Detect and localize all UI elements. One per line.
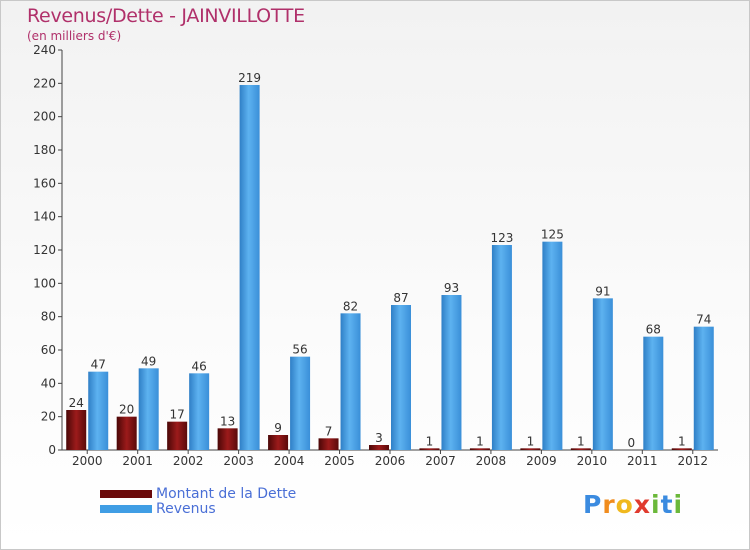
data-label-revenus: 123 xyxy=(490,231,513,245)
bar-revenus xyxy=(441,295,462,450)
data-label-dette: 7 xyxy=(325,424,333,438)
x-tick-label: 2004 xyxy=(274,454,305,468)
data-label-revenus: 87 xyxy=(393,291,408,305)
bar-revenus xyxy=(542,241,563,450)
data-label-dette: 9 xyxy=(274,421,282,435)
data-label-dette: 1 xyxy=(678,434,686,448)
y-tick-label: 80 xyxy=(41,310,56,324)
bar-revenus xyxy=(491,245,512,450)
y-tick-label: 140 xyxy=(33,210,56,224)
y-tick-label: 240 xyxy=(33,43,56,57)
y-tick-label: 20 xyxy=(41,410,56,424)
x-tick-label: 2006 xyxy=(375,454,406,468)
y-tick-label: 220 xyxy=(33,76,56,90)
y-tick-label: 200 xyxy=(33,110,56,124)
bar-revenus xyxy=(189,373,210,450)
logo-letter: r xyxy=(602,490,616,519)
data-label-dette: 0 xyxy=(627,436,635,450)
chart-title: Revenus/Dette - JAINVILLOTTE xyxy=(27,5,305,27)
x-tick-label: 2012 xyxy=(677,454,708,468)
chart-subtitle: (en milliers d'€) xyxy=(27,29,122,43)
y-tick-label: 100 xyxy=(33,276,56,290)
y-tick-label: 40 xyxy=(41,376,56,390)
bar-revenus xyxy=(693,326,714,450)
x-tick-label: 2011 xyxy=(627,454,658,468)
data-label-dette: 24 xyxy=(69,396,84,410)
bar-dette xyxy=(419,448,440,450)
chart-legend: Montant de la Dette Revenus xyxy=(100,485,297,517)
chart-labels: 24 47 20 49 17 46 13 219 9 56 7 82 3 87 1 93 1 123 1 125 1 91… xyxy=(69,71,712,450)
data-label-revenus: 68 xyxy=(646,323,661,337)
bar-dette xyxy=(268,435,289,450)
legend-swatch-debt xyxy=(100,489,152,498)
bar-dette xyxy=(318,438,339,450)
logo-letter: i xyxy=(651,490,661,519)
data-label-dette: 1 xyxy=(426,434,434,448)
data-label-dette: 17 xyxy=(170,408,185,422)
x-tick-label: 2009 xyxy=(526,454,557,468)
legend-label-revenus: Revenus xyxy=(156,500,216,517)
data-label-dette: 1 xyxy=(577,434,585,448)
logo-letter: o xyxy=(615,490,634,519)
x-tick-label: 2003 xyxy=(223,454,254,468)
bar-dette xyxy=(469,448,490,450)
y-tick-label: 160 xyxy=(33,176,56,190)
data-label-revenus: 74 xyxy=(696,313,711,327)
bar-revenus xyxy=(340,313,361,450)
data-label-revenus: 82 xyxy=(343,299,358,313)
x-tick-label: 2008 xyxy=(476,454,507,468)
x-tick-label: 2007 xyxy=(425,454,456,468)
data-label-revenus: 49 xyxy=(141,354,156,368)
bar-revenus xyxy=(290,356,311,450)
bar-revenus xyxy=(391,305,411,450)
x-tick-label: 2010 xyxy=(577,454,608,468)
data-label-dette: 20 xyxy=(119,403,134,417)
bar-dette xyxy=(520,448,541,450)
y-tick-label: 0 xyxy=(48,443,56,457)
logo-letter: i xyxy=(673,490,684,519)
bar-revenus xyxy=(592,298,613,450)
bar-revenus xyxy=(138,368,159,450)
x-tick-label: 2002 xyxy=(173,454,204,468)
legend-item-revenus: Revenus xyxy=(100,500,296,517)
data-label-dette: 3 xyxy=(375,431,383,445)
legend-swatch-revenus xyxy=(100,504,152,513)
bar-dette xyxy=(116,416,137,450)
legend-item-debt: Montant de la Dette xyxy=(100,485,297,502)
bar-dette xyxy=(167,421,188,450)
bar-revenus xyxy=(239,85,260,450)
bar-dette xyxy=(671,448,692,450)
data-label-revenus: 93 xyxy=(444,281,459,295)
proxiti-logo: Proxiti xyxy=(583,490,683,519)
data-label-revenus: 219 xyxy=(238,71,261,85)
logo-letter: x xyxy=(633,490,651,519)
logo-letter: P xyxy=(583,490,603,519)
y-tick-label: 60 xyxy=(41,343,56,357)
bar-revenus xyxy=(88,371,109,450)
x-tick-label: 2005 xyxy=(324,454,355,468)
data-label-dette: 13 xyxy=(220,414,235,428)
data-label-dette: 1 xyxy=(476,434,484,448)
legend-label-debt: Montant de la Dette xyxy=(156,485,297,502)
data-label-revenus: 125 xyxy=(541,228,564,242)
bar-dette xyxy=(570,448,591,450)
data-label-revenus: 56 xyxy=(292,343,307,357)
logo-letter: t xyxy=(660,490,674,519)
bar-dette xyxy=(369,445,389,450)
data-label-revenus: 46 xyxy=(192,359,207,373)
chart-bars xyxy=(66,85,714,450)
bar-revenus xyxy=(643,336,664,450)
data-label-dette: 1 xyxy=(527,434,535,448)
x-tick-label: 2001 xyxy=(122,454,153,468)
y-tick-label: 120 xyxy=(33,243,56,257)
bar-dette xyxy=(217,428,238,450)
y-tick-label: 180 xyxy=(33,143,56,157)
bar-dette xyxy=(66,410,87,450)
data-label-revenus: 47 xyxy=(91,358,106,372)
x-tick-label: 2000 xyxy=(72,454,103,468)
data-label-revenus: 91 xyxy=(595,284,610,298)
